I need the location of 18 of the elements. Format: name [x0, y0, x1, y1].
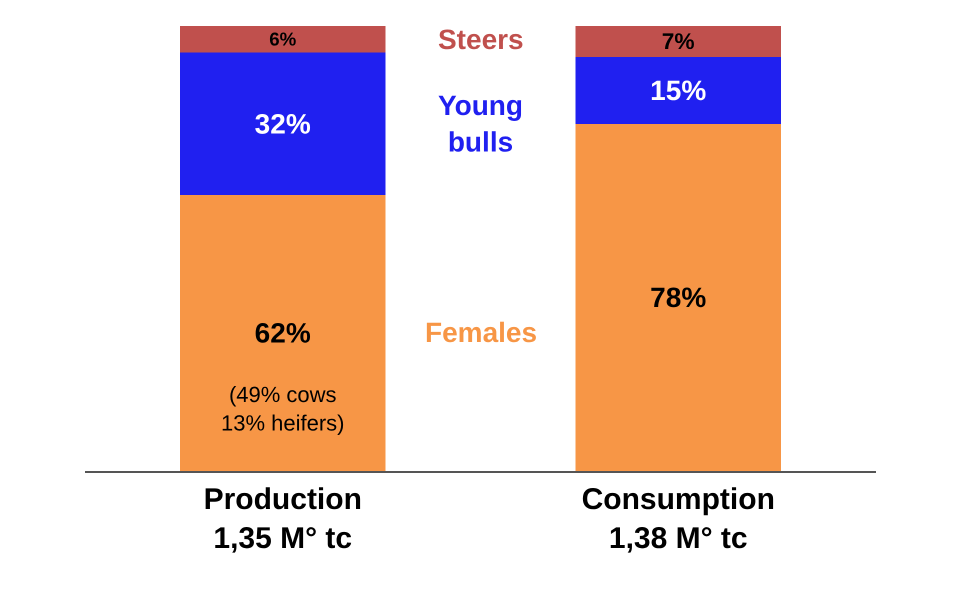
x-tick-label: Production 1,35 M° tc: [204, 482, 362, 555]
bar: [180, 26, 386, 53]
data-label: 62%: [254, 317, 311, 348]
bar: [575, 124, 782, 471]
data-label: 32%: [254, 108, 311, 140]
series-label: Females: [425, 317, 538, 348]
x-tick-label: Consumption 1,38 M° tc: [582, 482, 775, 555]
data-label: 15%: [650, 74, 706, 106]
series-label: Steers: [438, 24, 524, 55]
bar: [575, 56, 782, 124]
bar: [575, 26, 782, 57]
annotation: (49% cows 13% heifers): [221, 382, 345, 436]
bar: [180, 52, 386, 195]
bar: [180, 194, 386, 471]
data-label: 7%: [662, 28, 695, 54]
data-label: 6%: [269, 28, 297, 50]
series-label: Young bulls: [438, 90, 524, 158]
data-label: 78%: [650, 282, 706, 313]
